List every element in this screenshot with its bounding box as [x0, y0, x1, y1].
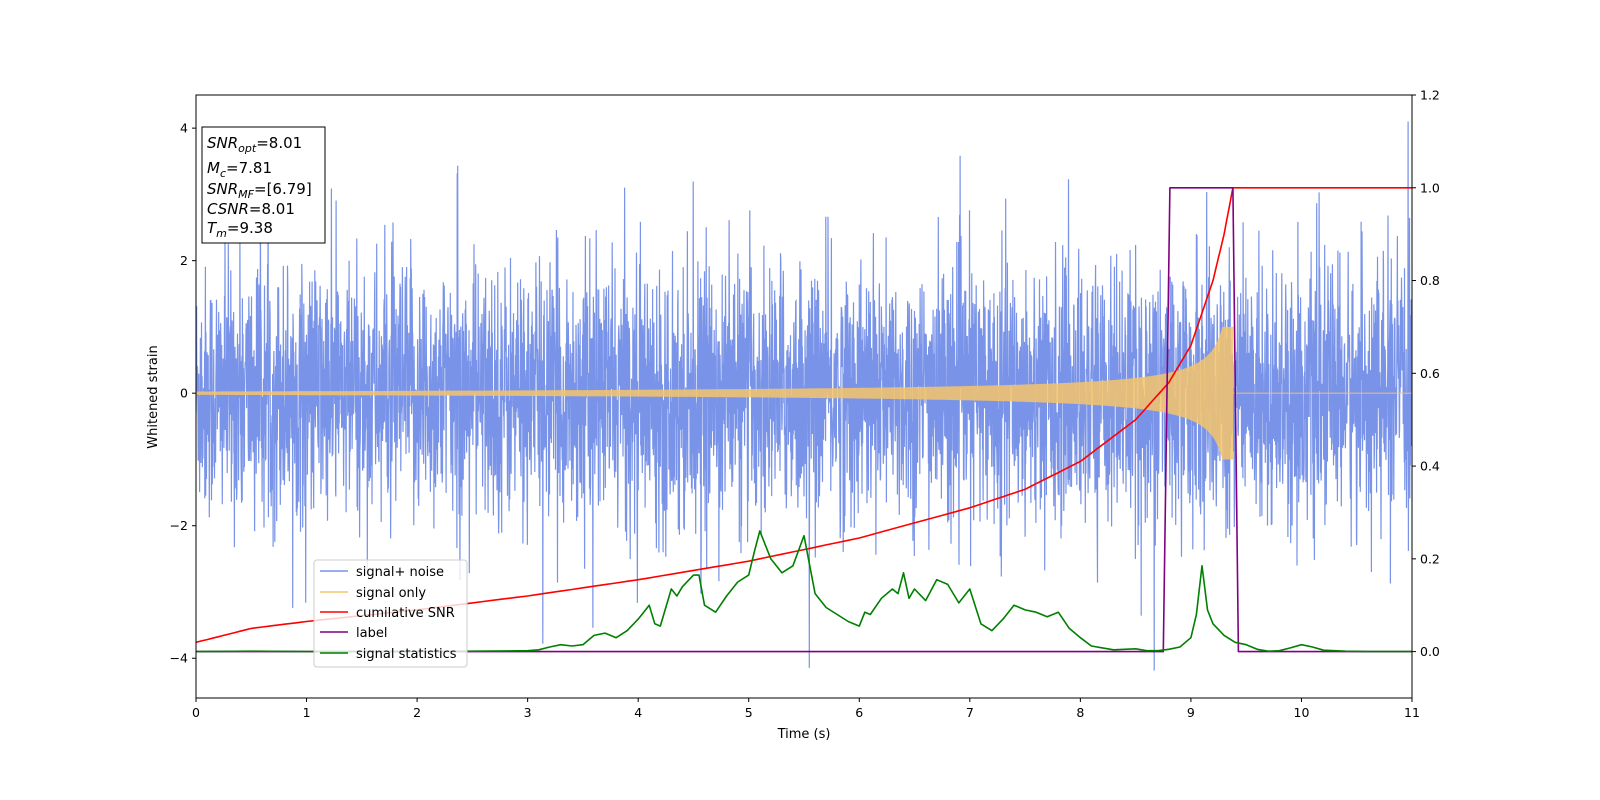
legend-item-signal-only: signal only — [320, 586, 426, 601]
y-axis-left: −4 −2 0 2 4 — [170, 121, 196, 666]
x-axis: 0 1 2 3 4 5 6 7 8 9 10 11 — [192, 698, 1420, 720]
y-right-tick-label: 0.6 — [1420, 366, 1440, 381]
stats-box: SNRopt=8.01 Mc=7.81 SNRMF=[6.79] CSNR=8.… — [201, 126, 326, 244]
y-right-tick-label: 0.0 — [1420, 644, 1440, 659]
series-signal-noise-line — [196, 121, 1412, 671]
legend: signal+ noise signal only cumilative SNR… — [313, 559, 468, 668]
legend-label-signal-noise: signal+ noise — [356, 565, 444, 580]
legend-item-cumulative-snr: cumilative SNR — [320, 606, 455, 621]
stats-box-frame — [201, 126, 326, 244]
plot-frame — [195, 94, 1413, 699]
legend-label-label: label — [356, 626, 387, 641]
y-left-tick-label: −2 — [170, 518, 188, 533]
x-axis-label: Time (s) — [777, 727, 831, 742]
x-tick-label: 11 — [1404, 705, 1420, 720]
x-tick-label: 0 — [192, 705, 200, 720]
y-left-tick-label: 0 — [180, 386, 188, 401]
x-tick-label: 8 — [1076, 705, 1084, 720]
stat-snr-opt: SNRopt=8.01 — [207, 134, 302, 155]
x-tick-label: 10 — [1294, 705, 1310, 720]
stat-mc: Mc=7.81 — [207, 159, 272, 180]
y-left-tick-label: 2 — [180, 253, 188, 268]
y-right-tick-label: 0.2 — [1420, 551, 1440, 566]
legend-frame — [313, 559, 468, 668]
x-tick-label: 9 — [1187, 705, 1195, 720]
stat-tm: Tm=9.38 — [207, 219, 273, 240]
y-right-tick-label: 1.2 — [1420, 88, 1440, 103]
x-tick-label: 6 — [855, 705, 863, 720]
stat-snr-mf: SNRMF=[6.79] — [207, 180, 312, 201]
series-signal-statistics-line — [196, 530, 1412, 653]
x-tick-label: 5 — [745, 705, 753, 720]
legend-label-signal-only: signal only — [356, 586, 426, 601]
y-right-tick-label: 0.4 — [1420, 459, 1440, 474]
legend-label-cumulative-snr: cumilative SNR — [356, 606, 455, 621]
x-tick-label: 2 — [413, 705, 421, 720]
y-axis-right: 0.0 0.2 0.4 0.6 0.8 1.0 1.2 — [1412, 88, 1440, 659]
x-tick-label: 7 — [966, 705, 974, 720]
y-left-tick-label: 4 — [180, 121, 188, 136]
legend-item-label: label — [320, 626, 387, 641]
x-tick-label: 3 — [524, 705, 532, 720]
legend-item-signal-statistics: signal statistics — [320, 647, 457, 662]
y-right-tick-label: 1.0 — [1420, 180, 1440, 195]
legend-label-signal-statistics: signal statistics — [356, 647, 457, 662]
legend-item-signal-noise: signal+ noise — [320, 565, 444, 580]
y-left-tick-label: −4 — [170, 651, 188, 666]
x-tick-label: 1 — [303, 705, 311, 720]
y-axis-label: Whitened strain — [146, 345, 161, 448]
series-signal-only-line — [196, 326, 1412, 460]
stat-csnr: CSNR=8.01 — [207, 200, 295, 218]
y-right-tick-label: 0.8 — [1420, 273, 1440, 288]
x-tick-label: 4 — [634, 705, 642, 720]
